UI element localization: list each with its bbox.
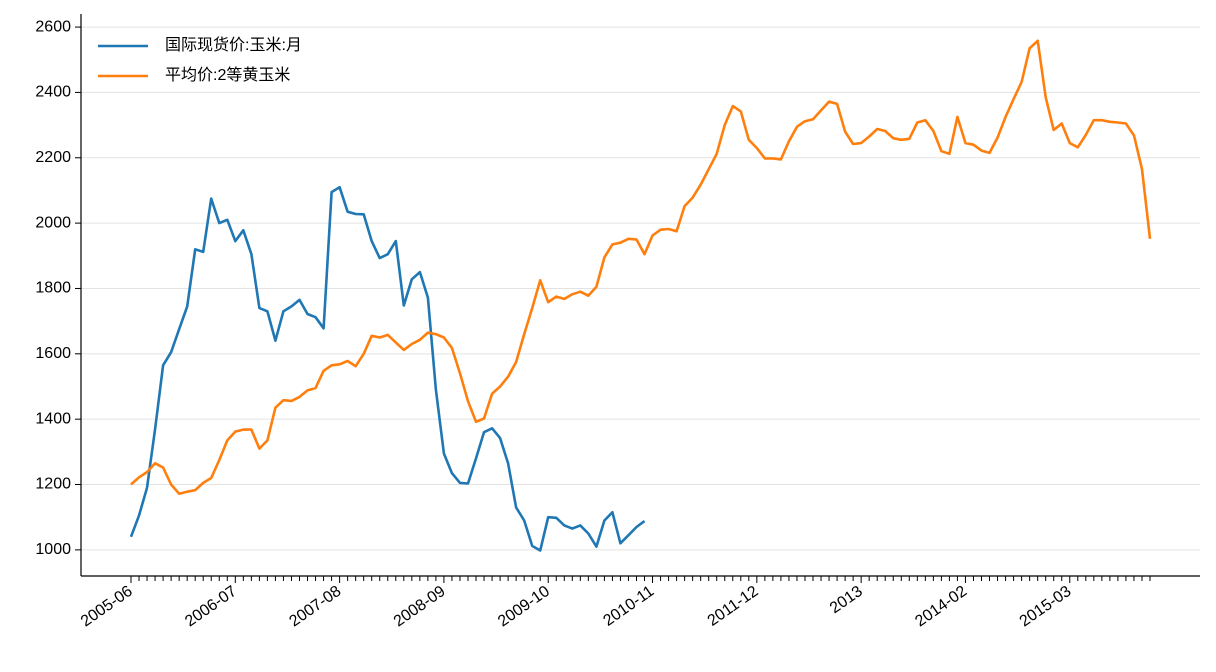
series-line	[130, 39, 1152, 495]
y-tick-label: 1600	[35, 345, 71, 362]
y-tick-label: 1200	[35, 476, 71, 493]
legend-label: 国际现货价:玉米:月	[165, 36, 302, 54]
x-tick-label: 2014-02	[912, 583, 970, 631]
legend-label: 平均价:2等黄玉米	[165, 66, 290, 84]
x-tick-label: 2013	[827, 583, 866, 617]
x-tick-label: 2006-07	[182, 583, 240, 631]
y-tick-label: 2600	[35, 18, 71, 35]
x-tick-label: 2008-09	[391, 583, 449, 631]
y-tick-label: 1000	[35, 541, 71, 558]
series-line	[129, 185, 646, 552]
x-tick-label: 2010-11	[600, 583, 657, 630]
y-tick-label: 1800	[35, 280, 71, 297]
y-tick-label: 2000	[35, 214, 71, 231]
y-tick-label: 2200	[35, 149, 71, 166]
x-tick-label: 2015-03	[1017, 583, 1075, 631]
y-tick-label: 1400	[35, 410, 71, 427]
x-tick-label: 2011-12	[705, 583, 762, 630]
x-tick-label: 2009-10	[495, 583, 553, 631]
x-tick-label: 2005-06	[78, 583, 136, 631]
y-tick-label: 2400	[35, 84, 71, 101]
x-tick-label: 2007-08	[286, 583, 344, 631]
